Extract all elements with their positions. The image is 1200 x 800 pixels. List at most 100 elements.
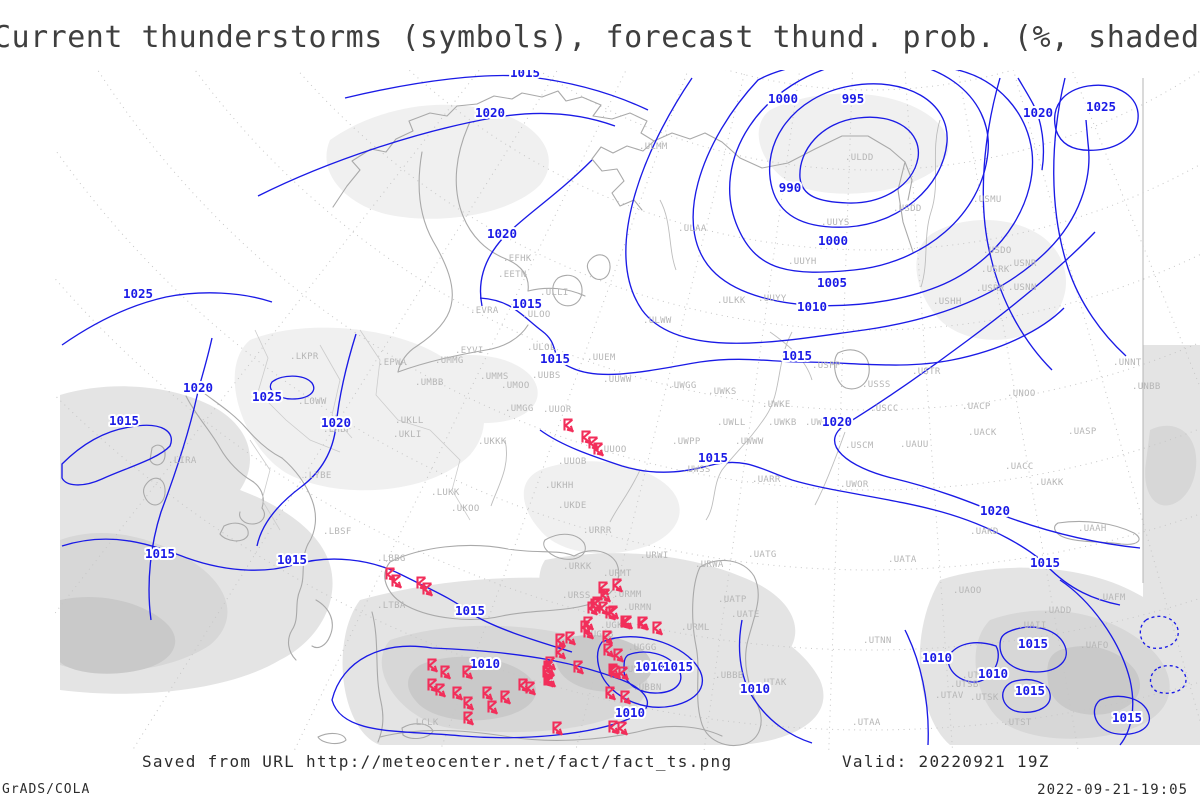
isobar-label: 995 xyxy=(842,91,865,106)
station-label: .URKK xyxy=(563,562,592,572)
station-label: .USDD xyxy=(893,204,922,214)
station-label: .UUOR xyxy=(543,405,572,415)
isobar-label: 1010 xyxy=(635,659,665,674)
station-label: .USNR xyxy=(1008,259,1037,269)
station-label: .UARR xyxy=(752,475,781,485)
station-label: .UTNN xyxy=(863,636,892,646)
station-label: .EFHK xyxy=(503,254,532,264)
isobar-label: 1000 xyxy=(768,91,798,106)
station-label: .LBBG xyxy=(377,554,406,564)
station-label: .LHBP xyxy=(323,425,352,435)
station-label: .UWWW xyxy=(735,437,764,447)
station-label: .USHH xyxy=(933,297,962,307)
isobar-label: 1015 xyxy=(145,546,175,561)
graticule-parallel xyxy=(297,70,1200,331)
isobar-label: 1010 xyxy=(615,705,645,720)
station-label: .UASP xyxy=(1068,427,1097,437)
station-label: .USMU xyxy=(973,195,1002,205)
station-label: .UTSA xyxy=(962,671,991,681)
station-label: .UBBN xyxy=(633,683,662,693)
isobar-label: 1015 xyxy=(277,552,307,567)
station-label: .UTST xyxy=(1003,718,1032,728)
isobar-label: 1020 xyxy=(1023,105,1053,120)
station-label: .URWI xyxy=(640,551,669,561)
station-label: .UWOO xyxy=(805,418,834,428)
isobar-label: 1000 xyxy=(818,233,848,248)
isobar-label: 1010 xyxy=(978,666,1008,681)
station-label: .UAUU xyxy=(900,440,929,450)
station-label: .UNOO xyxy=(1007,389,1036,399)
station-label: .UADD xyxy=(1043,606,1072,616)
station-label: .EVRA xyxy=(470,306,499,316)
station-label: .UUYY xyxy=(758,294,787,304)
station-label: .URWA xyxy=(695,560,724,570)
footer-saved-from-url: Saved from URL http://meteocenter.net/fa… xyxy=(142,752,733,771)
station-label: .URMT xyxy=(603,569,632,579)
station-label: .LKPR xyxy=(290,352,319,362)
station-label: .UUBS xyxy=(532,371,561,381)
isobar-label: 1005 xyxy=(817,275,847,290)
station-label: .EYVI xyxy=(455,346,484,356)
isobar-label: 1010 xyxy=(740,681,770,696)
isobar-label: 1015 xyxy=(1112,710,1142,725)
thunderstorm-symbol xyxy=(563,418,574,433)
station-label: .UATG xyxy=(748,550,777,560)
isobar-layer xyxy=(61,70,1187,746)
station-label: .UATP xyxy=(718,595,747,605)
graticule-parallel xyxy=(408,70,1200,251)
station-label: .UWSS xyxy=(682,465,711,475)
station-label: .UGSB xyxy=(585,630,614,640)
isobar-label: 1010 xyxy=(797,299,827,314)
station-label: .UKHH xyxy=(545,481,574,491)
station-label: .UWGG xyxy=(668,381,697,391)
station-label: .UMMS xyxy=(480,372,509,382)
station-label: .URRR xyxy=(583,526,612,536)
station-label: .UAAH xyxy=(1078,524,1107,534)
station-label: .UUWW xyxy=(603,375,632,385)
isobar-label: 1020 xyxy=(487,226,517,241)
station-label: .UKLI xyxy=(393,430,422,440)
isobar-label: 1010 xyxy=(922,650,952,665)
station-label: .ULLI xyxy=(540,288,569,298)
station-label: .UTSB xyxy=(950,680,979,690)
station-label: .UUYH xyxy=(788,257,817,267)
station-label: .USTR xyxy=(912,367,941,377)
isobar-label: 1015 xyxy=(663,659,693,674)
station-label: .USRR xyxy=(976,284,1005,294)
station-label: .UUEM xyxy=(587,353,616,363)
probability-shading-layer xyxy=(60,93,1200,745)
isobar-label: 1015 xyxy=(455,603,485,618)
station-label: .URSS xyxy=(562,591,591,601)
isobar-label: 1025 xyxy=(123,286,153,301)
station-label: .EPWA xyxy=(378,358,407,368)
isobar-label: 1015 xyxy=(540,351,570,366)
station-label: .UNNT xyxy=(1113,358,1142,368)
station-label: .EETN xyxy=(498,270,527,280)
station-label: .UDYZ xyxy=(622,665,651,675)
station-label: .UTAA xyxy=(852,718,881,728)
station-label: .ULMM xyxy=(639,142,668,152)
station-label: .UMGG xyxy=(505,404,534,414)
station-label: .LTBA xyxy=(377,601,406,611)
station-label: .LCLK xyxy=(410,718,439,728)
station-label: .UKOO xyxy=(451,504,480,514)
station-label: .ULOL xyxy=(527,343,556,353)
isobar-label: 1015 xyxy=(109,413,139,428)
station-label: .UMMG xyxy=(435,356,464,366)
isobar-label: 1015 xyxy=(1015,683,1045,698)
isobar-label: 1020 xyxy=(475,105,505,120)
station-label: .UTSK xyxy=(970,693,999,703)
station-label: .UAFM xyxy=(1097,593,1126,603)
station-label-layer: .ULMM .ULAA .ULDD .UUYS .UUYH .USDD .USMU .USDO… xyxy=(168,142,1161,728)
station-label: .URML xyxy=(681,623,710,633)
isobar-label: 1015 xyxy=(1030,555,1060,570)
station-label: .ULAA xyxy=(678,224,707,234)
isobar-label: 1015 xyxy=(782,348,812,363)
station-label: .UNBB xyxy=(1132,382,1161,392)
station-label: .ULKK xyxy=(717,296,746,306)
isobar-label: 1015 xyxy=(698,450,728,465)
station-label: .UAFO xyxy=(1080,641,1109,651)
isobar-label: 1020 xyxy=(980,503,1010,518)
station-label: .UMOO xyxy=(501,381,530,391)
